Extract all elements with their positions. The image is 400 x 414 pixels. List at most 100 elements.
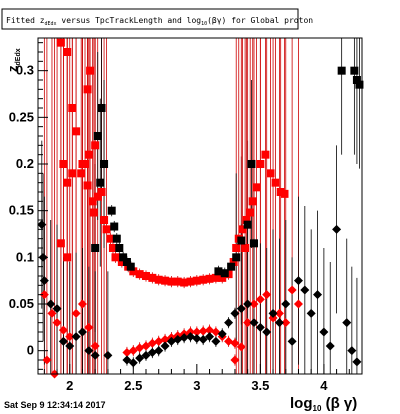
- timestamp: Sat Sep 9 12:34:14 2017: [4, 400, 106, 410]
- x-axis-label: log10 (β γ): [290, 395, 357, 413]
- data-point-square: [337, 66, 346, 75]
- data-point-square: [97, 188, 106, 196]
- plot-frame: [37, 37, 363, 375]
- data-point-square: [350, 66, 359, 75]
- data-point-diamond: [287, 285, 297, 295]
- data-point-diamond: [192, 327, 202, 337]
- data-point-square: [77, 169, 86, 178]
- data-point-diamond: [274, 308, 284, 318]
- data-point-square: [91, 141, 100, 150]
- data-markers: [37, 38, 364, 379]
- data-point-diamond: [217, 329, 227, 339]
- data-point-diamond: [84, 322, 94, 332]
- data-point-diamond: [262, 290, 272, 300]
- data-point-square: [126, 262, 135, 271]
- data-point-square: [84, 150, 93, 159]
- data-point-diamond: [274, 318, 284, 328]
- data-point-diamond: [71, 332, 81, 342]
- data-point-diamond: [77, 299, 87, 309]
- data-point-diamond: [211, 336, 221, 346]
- data-point-diamond: [230, 338, 240, 348]
- data-point-diamond: [84, 346, 94, 356]
- data-point-square: [218, 273, 227, 282]
- data-point-square: [81, 160, 90, 168]
- data-point-diamond: [52, 304, 62, 314]
- data-point-diamond: [249, 318, 259, 328]
- data-point-square: [129, 267, 138, 276]
- data-point-square: [237, 236, 246, 245]
- data-point-diamond: [58, 325, 68, 335]
- data-point-diamond: [46, 299, 56, 309]
- data-point-diamond: [154, 346, 164, 356]
- data-point-square: [96, 178, 105, 187]
- data-point-diamond: [293, 299, 303, 309]
- data-point-diamond: [37, 220, 47, 230]
- data-point-square: [100, 216, 109, 224]
- data-point-square: [89, 208, 98, 217]
- data-point-diamond: [135, 353, 145, 363]
- data-point-diamond: [287, 336, 297, 346]
- data-point-square: [266, 169, 275, 178]
- data-point-diamond: [71, 308, 81, 318]
- data-point-square: [261, 150, 270, 159]
- data-point-square: [229, 258, 238, 266]
- data-point-diamond: [39, 290, 49, 300]
- data-point-square: [232, 244, 241, 252]
- data-point-square: [271, 178, 280, 187]
- data-point-diamond: [65, 332, 75, 342]
- data-point-square: [117, 258, 126, 266]
- data-point-square: [102, 225, 111, 234]
- y-tick-label: 0.2: [16, 156, 34, 171]
- data-point-square: [214, 267, 223, 276]
- data-point-square: [83, 85, 92, 94]
- data-point-diamond: [236, 342, 246, 352]
- data-point-diamond: [332, 224, 342, 234]
- data-point-diamond: [160, 341, 170, 351]
- data-point-square: [352, 76, 361, 84]
- data-point-square: [167, 277, 176, 286]
- data-point-square: [256, 160, 265, 168]
- y-tick-label: 0.05: [9, 296, 34, 311]
- data-point-square: [246, 208, 255, 217]
- data-point-square: [252, 183, 261, 192]
- data-point-diamond: [230, 308, 240, 318]
- data-point-diamond: [313, 290, 323, 300]
- data-point-square: [93, 192, 102, 201]
- data-point-square: [154, 275, 163, 284]
- data-point-diamond: [58, 336, 68, 346]
- data-point-diamond: [268, 308, 278, 318]
- data-point-diamond: [198, 326, 208, 336]
- data-point-square: [148, 273, 157, 282]
- data-point-square: [68, 104, 77, 112]
- data-point-diamond: [281, 318, 291, 328]
- data-point-square: [93, 132, 102, 140]
- data-point-diamond: [255, 294, 265, 304]
- y-tick-label: 0.1: [16, 249, 34, 264]
- data-point-diamond: [281, 299, 291, 309]
- data-point-diamond: [255, 322, 265, 332]
- chart-title: Fitted zdEdx versus TpcTrackLength and l…: [6, 16, 313, 27]
- data-point-square: [173, 277, 182, 286]
- x-tick-label: 3.5: [251, 378, 269, 393]
- data-point-square: [100, 160, 109, 168]
- data-point-diamond: [77, 327, 87, 337]
- data-point-square: [112, 234, 121, 243]
- data-point-diamond: [128, 346, 138, 356]
- data-point-square: [238, 225, 247, 234]
- data-point-diamond: [268, 313, 278, 323]
- y-tick-label: 0.15: [9, 203, 34, 218]
- data-point-diamond: [319, 327, 329, 337]
- x-tick-label: 2: [66, 378, 73, 393]
- data-point-square: [83, 181, 92, 190]
- data-point-diamond: [141, 350, 151, 360]
- data-point-square: [247, 160, 256, 168]
- data-point-square: [355, 80, 364, 89]
- data-point-square: [248, 197, 257, 206]
- data-point-diamond: [224, 318, 234, 328]
- data-point-diamond: [325, 341, 335, 351]
- data-point-square: [186, 277, 195, 286]
- data-point-square: [91, 244, 100, 252]
- data-point-square: [63, 48, 72, 56]
